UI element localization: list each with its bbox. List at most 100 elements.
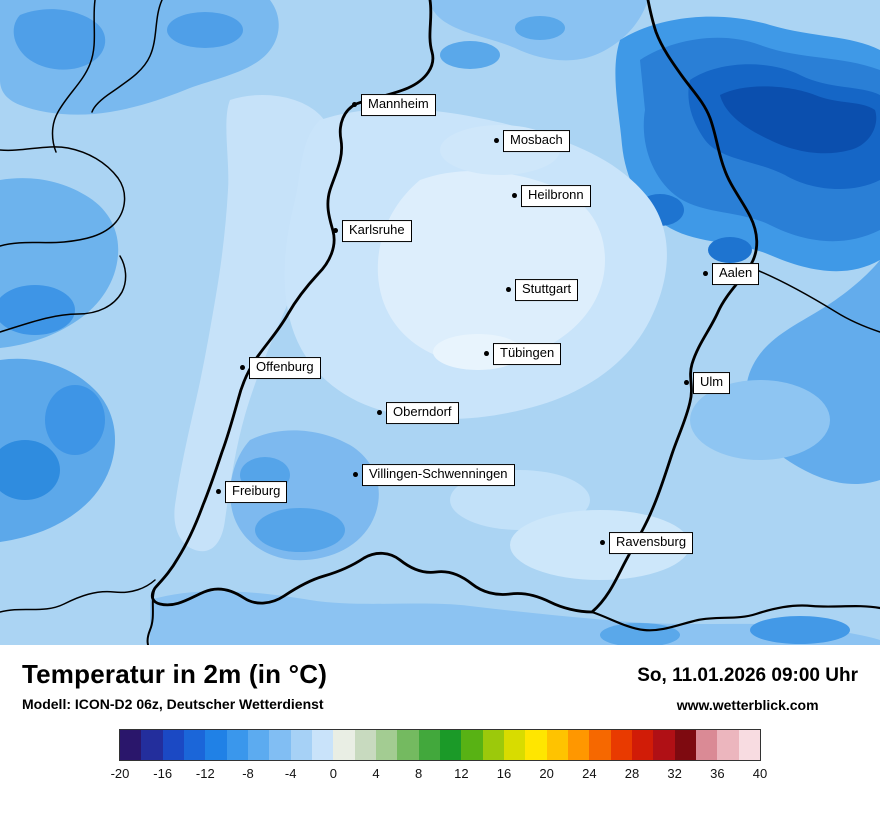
- city-dot: [333, 228, 338, 234]
- legend-tick-label: 16: [496, 766, 512, 781]
- city-marker-villingen-schwenningen: Villingen-Schwenningen: [353, 464, 515, 486]
- temp-spot: [13, 9, 106, 70]
- temp-spot: [708, 237, 752, 263]
- city-dot: [684, 380, 689, 386]
- legend-cell: [269, 730, 291, 760]
- legend-tick-label: 28: [624, 766, 640, 781]
- temperature-map-graphic: [0, 0, 880, 645]
- city-label: Ulm: [693, 372, 731, 394]
- legend-cell: [674, 730, 696, 760]
- legend-tick-label: 4: [372, 766, 380, 781]
- temperature-legend: -20 -16 -12 -8 -4 0 4 8 12 16 20 24 28 32 36 40: [22, 729, 858, 784]
- thin-border-path: [51, 0, 96, 153]
- city-label: Offenburg: [249, 357, 321, 379]
- city-dot: [600, 540, 605, 546]
- legend-cell: [525, 730, 547, 760]
- legend-tick-label: 12: [454, 766, 469, 781]
- legend-cell: [162, 730, 184, 760]
- legend-tick-label: 36: [710, 766, 725, 781]
- city-label: Oberndorf: [386, 402, 459, 424]
- website-url: www.wetterblick.com: [676, 697, 819, 713]
- legend-tick-label: -8: [242, 766, 254, 781]
- thin-border-path: [0, 579, 156, 613]
- city-dot: [484, 351, 489, 357]
- legend-tick-label: 32: [667, 766, 682, 781]
- legend-cell: [610, 730, 632, 760]
- legend-tick-label: 0: [329, 766, 337, 781]
- legend-cell: [397, 730, 419, 760]
- city-marker-freiburg: Freiburg: [216, 481, 288, 503]
- thin-border-path: [0, 146, 126, 247]
- legend-cell: [418, 730, 440, 760]
- legend-tick-label: 20: [539, 766, 554, 781]
- temp-region: [377, 170, 605, 364]
- city-dot: [240, 365, 245, 371]
- city-marker-t-bingen: Tübingen: [484, 343, 562, 365]
- city-marker-ravensburg: Ravensburg: [600, 532, 694, 554]
- city-marker-mosbach: Mosbach: [494, 130, 570, 152]
- city-marker-ulm: Ulm: [684, 372, 731, 394]
- city-marker-heilbronn: Heilbronn: [512, 185, 591, 207]
- legend-cell: [354, 730, 376, 760]
- forecast-datetime: So, 11.01.2026 09:00 Uhr: [637, 665, 858, 686]
- thin-border-path: [91, 0, 163, 113]
- legend-cell: [461, 730, 483, 760]
- temp-spot: [45, 385, 105, 455]
- city-label: Mosbach: [503, 130, 570, 152]
- city-dot: [377, 410, 382, 416]
- legend-tick-label: 8: [415, 766, 423, 781]
- city-marker-mannheim: Mannheim: [352, 94, 436, 116]
- legend-cell: [333, 730, 355, 760]
- city-marker-karlsruhe: Karlsruhe: [333, 220, 412, 242]
- city-dot: [494, 138, 499, 144]
- thin-border-path: [0, 255, 127, 333]
- legend-cell: [503, 730, 526, 760]
- legend-cell: [567, 730, 590, 760]
- footer-header: Temperatur in 2m (in °C) Modell: ICON-D2…: [22, 659, 858, 713]
- legend-cell: [482, 730, 504, 760]
- city-marker-offenburg: Offenburg: [240, 357, 321, 379]
- border-lines: [0, 0, 880, 645]
- legend-cell: [439, 730, 462, 760]
- footer: Temperatur in 2m (in °C) Modell: ICON-D2…: [0, 645, 880, 830]
- legend-cell: [120, 730, 142, 760]
- temp-spot: [167, 12, 243, 48]
- city-marker-aalen: Aalen: [703, 263, 760, 285]
- city-label: Mannheim: [361, 94, 436, 116]
- temp-spot: [0, 285, 75, 335]
- legend-tick-label: -12: [195, 766, 215, 781]
- city-label: Freiburg: [225, 481, 288, 503]
- city-label: Villingen-Schwenningen: [362, 464, 515, 486]
- city-dot: [353, 472, 358, 478]
- legend-cell: [738, 730, 760, 760]
- legend-tick-label: -4: [284, 766, 297, 781]
- legend-cell: [226, 730, 248, 760]
- legend-cell: [290, 730, 312, 760]
- legend-cell: [183, 730, 206, 760]
- temp-spot: [440, 41, 500, 69]
- legend-tick-label: 40: [752, 766, 768, 781]
- thin-border-path: [751, 267, 880, 333]
- legend-tick-labels: -20 -16 -12 -8 -4 0 4 8 12 16 20 24 28 32 36 40: [111, 766, 768, 784]
- city-label: Stuttgart: [515, 279, 579, 301]
- legend-cell: [141, 730, 163, 760]
- rhine-knee-path: [146, 587, 156, 645]
- legend-color-bar: [119, 729, 761, 761]
- city-label: Heilbronn: [521, 185, 591, 207]
- state-border-path: [150, 0, 759, 614]
- city-dot: [216, 489, 221, 495]
- legend-cell: [631, 730, 654, 760]
- cold-region-core: [720, 86, 877, 154]
- legend-cell: [589, 730, 611, 760]
- south-border-path: [590, 604, 880, 632]
- temp-spot: [515, 16, 565, 40]
- legend-cell: [375, 730, 398, 760]
- city-label: Ravensburg: [609, 532, 694, 554]
- legend-cell: [247, 730, 270, 760]
- city-label: Karlsruhe: [342, 220, 412, 242]
- legend-tick-label: -20: [110, 766, 130, 781]
- city-marker-oberndorf: Oberndorf: [377, 402, 459, 424]
- legend-cell: [653, 730, 675, 760]
- temp-region: [150, 591, 880, 645]
